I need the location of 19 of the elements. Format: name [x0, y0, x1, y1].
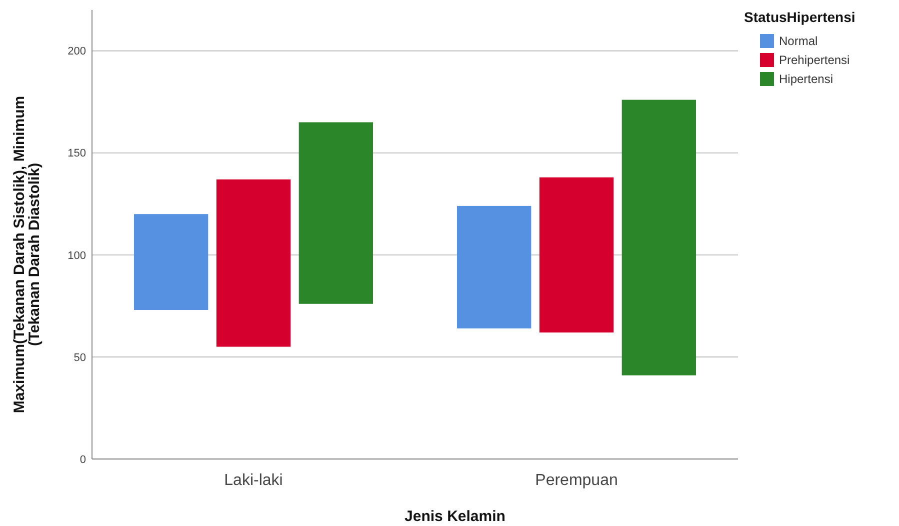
y-tick-label: 200 — [68, 46, 86, 58]
legend-label: Prehipertensi — [779, 53, 850, 68]
bar — [539, 177, 614, 332]
bar — [622, 100, 696, 376]
legend-title: StatusHipertensi — [744, 9, 856, 25]
bar — [216, 179, 291, 347]
x-tick-label: Laki-laki — [224, 472, 283, 489]
x-tick-label: Perempuan — [535, 472, 618, 489]
y-axis-title: Maximum(Tekanan Darah Sistolik), Minimum (Tekanan Darah Diastolik) — [11, 96, 43, 414]
y-tick-label: 150 — [68, 148, 86, 160]
y-tick-label: 0 — [80, 454, 86, 466]
y-tick-label: 50 — [74, 352, 86, 364]
bar — [134, 214, 208, 310]
x-axis-title: Jenis Kelamin — [404, 508, 506, 525]
y-tick-label: 100 — [68, 250, 86, 262]
legend-label: Hipertensi — [779, 72, 834, 86]
legend-label: Normal — [779, 34, 818, 48]
bar — [298, 122, 374, 304]
bar — [456, 206, 532, 328]
